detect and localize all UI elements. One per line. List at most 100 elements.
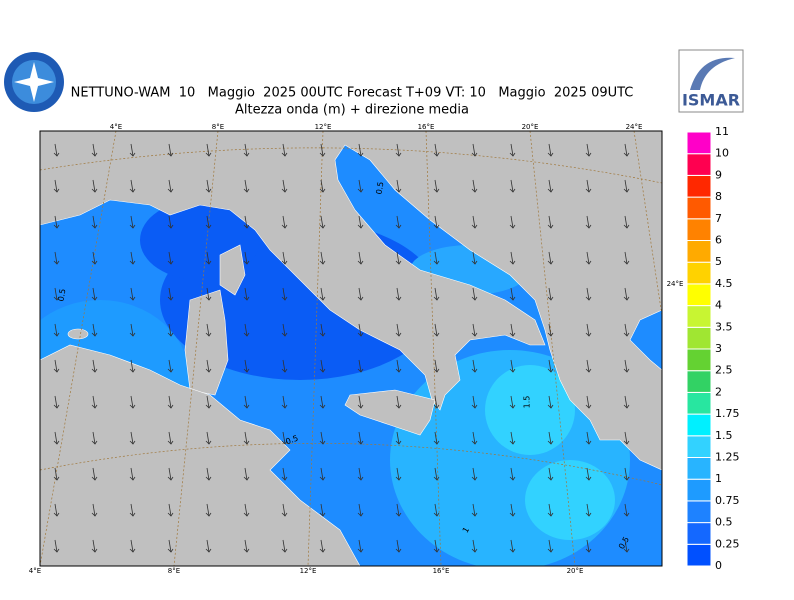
arrow — [244, 431, 248, 445]
arrow-head — [585, 548, 592, 553]
arrow-head — [357, 224, 364, 229]
arrow — [510, 251, 514, 265]
logo-right: ISMAR — [678, 49, 744, 113]
arrow-head — [357, 296, 364, 301]
arrow — [206, 251, 210, 265]
arrow-head — [623, 476, 630, 481]
arrow — [396, 287, 400, 301]
arrow — [282, 179, 286, 193]
colorbar-label: 7 — [715, 212, 722, 225]
arrow — [510, 143, 514, 157]
arrow-head — [167, 152, 174, 157]
arrow-head — [129, 368, 136, 373]
arrow — [244, 215, 248, 229]
arrow — [54, 251, 58, 265]
colorbar-label: 1.75 — [715, 407, 740, 420]
arrow-head — [281, 188, 288, 193]
arrow-head — [243, 188, 250, 193]
contour-label: 0.5 — [56, 288, 67, 302]
arrow-head — [129, 440, 136, 445]
arrow — [168, 467, 172, 481]
arrow-head — [281, 440, 288, 445]
arrow-head — [281, 296, 288, 301]
colorbar-box — [686, 435, 712, 458]
colorbar-box — [686, 370, 712, 393]
arrow-head — [167, 476, 174, 481]
arrow-head — [129, 188, 136, 193]
arrow-head — [547, 476, 554, 481]
arrow-head — [547, 296, 554, 301]
arrow-head — [91, 260, 98, 265]
arrow — [244, 359, 248, 373]
arrow-head — [471, 440, 478, 445]
arrow-head — [205, 476, 212, 481]
graticule-label: 12°E — [315, 123, 332, 131]
arrow-head — [357, 188, 364, 193]
arrow-head — [53, 404, 60, 409]
arrow — [586, 503, 590, 517]
arrow — [548, 287, 552, 301]
arrow-head — [509, 260, 516, 265]
arrow-head — [91, 512, 98, 517]
arrow — [548, 467, 552, 481]
arrow — [510, 539, 514, 553]
arrow-head — [395, 332, 402, 337]
arrow — [206, 395, 210, 409]
arrow — [320, 539, 324, 553]
arrow-head — [509, 188, 516, 193]
colorbar-label: 0.75 — [715, 494, 740, 507]
arrow — [472, 287, 476, 301]
arrow-head — [433, 188, 440, 193]
arrow-head — [471, 404, 478, 409]
arrow-head — [623, 296, 630, 301]
colorbar: 0 0.25 0.5 0.75 1 1.25 1.5 1.75 2 2.5 3 3.5 4 4.5 5 6 7 8… — [686, 125, 740, 572]
arrow — [472, 431, 476, 445]
arrow-head — [167, 224, 174, 229]
colorbar-box — [686, 326, 712, 350]
arrow-head — [471, 260, 478, 265]
arrow-head — [433, 440, 440, 445]
arrow — [434, 251, 438, 265]
arrow-head — [547, 332, 554, 337]
arrow — [434, 539, 438, 553]
arrow — [54, 431, 58, 445]
arrow — [168, 179, 172, 193]
arrow — [586, 215, 590, 229]
arrow — [510, 359, 514, 373]
colorbar-label: 0.25 — [715, 537, 740, 550]
arrow-head — [319, 224, 326, 229]
arrow — [320, 467, 324, 481]
arrow-head — [243, 404, 250, 409]
arrow — [396, 143, 400, 157]
arrow-head — [623, 224, 630, 229]
contour-label: 0.5 — [284, 434, 299, 447]
arrow — [510, 503, 514, 517]
arrow — [358, 251, 362, 265]
colorbar-label: 3.5 — [715, 320, 733, 333]
arrow — [320, 323, 324, 337]
arrow — [244, 179, 248, 193]
arrow-head — [623, 404, 630, 409]
colorbar-label: 0 — [715, 559, 722, 572]
arrow-head — [585, 188, 592, 193]
arrow-head — [53, 440, 60, 445]
arrow — [624, 251, 628, 265]
arrow-head — [53, 260, 60, 265]
arrow — [396, 539, 400, 553]
map-frame — [39, 130, 663, 567]
arrow — [54, 323, 58, 337]
arrow-head — [433, 404, 440, 409]
colorbar-label: 2 — [715, 385, 722, 398]
colorbar-box — [686, 500, 712, 524]
arrow — [586, 539, 590, 553]
arrow-head — [129, 476, 136, 481]
graticule-label: 20°E — [567, 567, 584, 575]
arrow — [244, 467, 248, 481]
arrow — [282, 251, 286, 265]
arrow — [130, 395, 134, 409]
arrow — [244, 539, 248, 553]
arrow — [320, 359, 324, 373]
contour-label: 0.5 — [374, 181, 385, 195]
arrow — [548, 251, 552, 265]
subtitle: Altezza onda (m) + direzione media — [235, 103, 469, 118]
